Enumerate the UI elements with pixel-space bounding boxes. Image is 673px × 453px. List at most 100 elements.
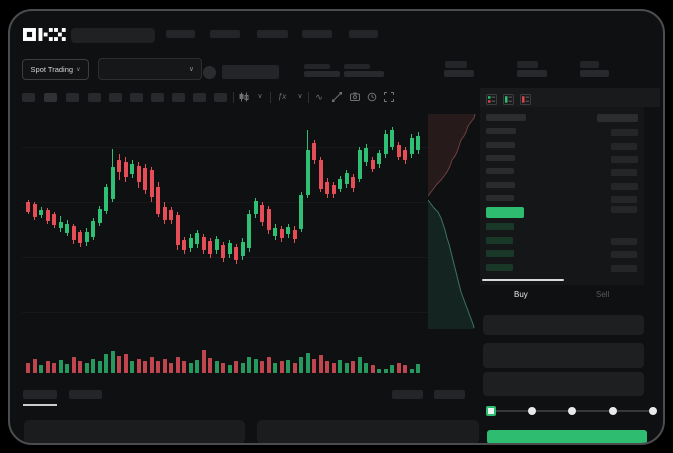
tab-buy[interactable]: Buy bbox=[514, 290, 528, 299]
bid-price-row[interactable] bbox=[486, 223, 514, 230]
candle-body bbox=[383, 134, 388, 154]
fullscreen-icon[interactable] bbox=[383, 91, 395, 103]
timeframe-button[interactable] bbox=[193, 93, 206, 102]
slider-stop-75[interactable] bbox=[609, 407, 617, 415]
orderbook-view-asks-icon[interactable] bbox=[520, 92, 531, 105]
chevron-down-icon[interactable]: ∨ bbox=[297, 93, 303, 100]
candle-body bbox=[58, 222, 63, 228]
candle-body bbox=[188, 238, 193, 248]
slider-stop-100[interactable] bbox=[649, 407, 657, 415]
candle-body bbox=[286, 227, 290, 234]
price-input[interactable] bbox=[483, 315, 644, 335]
orders-tab-placeholder[interactable] bbox=[23, 390, 57, 399]
candle-body bbox=[331, 185, 336, 194]
timeframe-button[interactable] bbox=[214, 93, 227, 102]
nav-item-placeholder[interactable] bbox=[210, 30, 240, 38]
candle-body bbox=[370, 160, 375, 169]
orderbook-view-bids-icon[interactable] bbox=[503, 92, 514, 105]
camera-icon[interactable] bbox=[349, 91, 361, 103]
volume-bar bbox=[201, 350, 206, 373]
ask-amount-row[interactable] bbox=[611, 156, 638, 163]
timeframe-button[interactable] bbox=[172, 93, 185, 102]
orderbook-view-both-icon[interactable] bbox=[486, 92, 497, 105]
orders-tab-placeholder[interactable] bbox=[69, 390, 102, 399]
orders-action-placeholder[interactable] bbox=[434, 390, 465, 399]
last-price-highlight[interactable] bbox=[486, 207, 524, 218]
ask-price-row[interactable] bbox=[486, 128, 516, 134]
slider-stop-25[interactable] bbox=[528, 407, 536, 415]
candle-body bbox=[305, 150, 310, 195]
bid-amount-row[interactable] bbox=[611, 251, 637, 258]
tab-sell[interactable]: Sell bbox=[596, 290, 610, 299]
indicators-icon[interactable]: ƒx bbox=[277, 92, 287, 101]
orders-filter-field[interactable] bbox=[24, 420, 245, 443]
candle-style-icon[interactable] bbox=[238, 91, 250, 103]
volume-bar bbox=[325, 361, 329, 373]
bid-amount-row[interactable] bbox=[611, 265, 637, 272]
ask-price-row[interactable] bbox=[486, 155, 515, 161]
bid-price-row[interactable] bbox=[486, 237, 513, 244]
volume-bar bbox=[162, 359, 167, 373]
ask-price-row[interactable] bbox=[486, 195, 514, 201]
bid-amount-row[interactable] bbox=[611, 238, 637, 245]
timeframe-button[interactable] bbox=[109, 93, 122, 102]
total-input[interactable] bbox=[483, 372, 644, 396]
bid-price-row[interactable] bbox=[486, 250, 514, 257]
market-type-dropdown[interactable]: Spot Trading ∨ bbox=[22, 59, 89, 80]
bid-price-row[interactable] bbox=[486, 264, 513, 271]
pair-name-placeholder bbox=[222, 65, 279, 79]
timeframe-button[interactable] bbox=[151, 93, 164, 102]
ask-price-row[interactable] bbox=[486, 168, 514, 174]
candle-body bbox=[377, 153, 381, 164]
candle-body bbox=[84, 232, 89, 242]
amount-input[interactable] bbox=[483, 343, 644, 368]
orders-action-placeholder[interactable] bbox=[392, 390, 423, 399]
timeframe-button[interactable] bbox=[130, 93, 143, 102]
volume-histogram[interactable] bbox=[22, 335, 428, 373]
chevron-down-icon: ∨ bbox=[76, 67, 81, 73]
alert-clock-icon[interactable] bbox=[366, 91, 378, 103]
candle-body bbox=[32, 204, 37, 217]
volume-bar bbox=[39, 365, 43, 373]
volume-bar bbox=[117, 356, 121, 373]
nav-item-placeholder[interactable] bbox=[166, 30, 195, 38]
depth-chart[interactable] bbox=[428, 114, 479, 329]
chevron-down-icon[interactable]: ∨ bbox=[257, 93, 263, 100]
nav-item-placeholder[interactable] bbox=[302, 30, 332, 38]
ask-price-row[interactable] bbox=[486, 142, 515, 148]
ask-price-row[interactable] bbox=[486, 182, 515, 188]
orders-active-tab-underline bbox=[23, 404, 57, 406]
candle-body bbox=[403, 150, 407, 160]
buy-button[interactable] bbox=[487, 430, 647, 443]
wave-overlay-icon[interactable]: ∿ bbox=[315, 92, 323, 102]
timeframe-button[interactable] bbox=[22, 93, 35, 102]
volume-bar bbox=[182, 361, 186, 373]
search-input[interactable] bbox=[71, 28, 155, 43]
nav-item-placeholder[interactable] bbox=[349, 30, 378, 38]
slider-handle[interactable] bbox=[486, 406, 496, 416]
ask-amount-row[interactable] bbox=[611, 169, 637, 176]
ask-amount-row[interactable] bbox=[611, 129, 638, 136]
slider-stop-50[interactable] bbox=[568, 407, 576, 415]
ask-amount-row[interactable] bbox=[611, 196, 637, 203]
pair-selector-dropdown[interactable]: ∨ bbox=[98, 58, 202, 80]
trendline-tool-icon[interactable] bbox=[331, 91, 343, 103]
candle-body bbox=[123, 162, 128, 177]
volume-bar bbox=[143, 361, 147, 373]
candle-body bbox=[65, 224, 69, 233]
orders-filter-field[interactable] bbox=[257, 420, 479, 443]
candle-body bbox=[97, 209, 102, 223]
ask-amount-row[interactable] bbox=[611, 183, 638, 190]
volume-bar bbox=[208, 358, 212, 373]
timeframe-button[interactable] bbox=[44, 93, 57, 102]
okx-logo[interactable] bbox=[23, 28, 67, 41]
volume-bar bbox=[364, 363, 368, 373]
toolbar-divider bbox=[308, 92, 309, 103]
candlestick-chart[interactable] bbox=[22, 112, 428, 334]
nav-item-placeholder[interactable] bbox=[257, 30, 288, 38]
timeframe-button[interactable] bbox=[66, 93, 79, 102]
last-amount-row[interactable] bbox=[611, 206, 637, 213]
coin-avatar bbox=[203, 66, 216, 79]
ask-amount-row[interactable] bbox=[611, 143, 637, 150]
timeframe-button[interactable] bbox=[88, 93, 101, 102]
